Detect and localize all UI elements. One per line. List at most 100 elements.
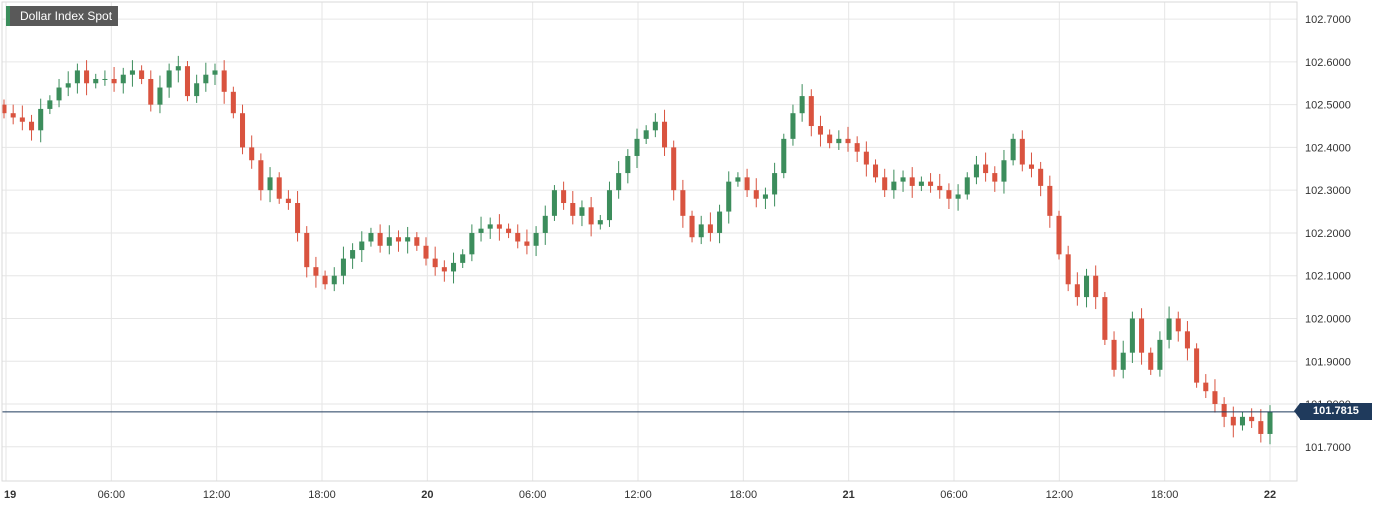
candle-body [735, 177, 741, 182]
candle [65, 71, 71, 97]
candle-body [258, 160, 264, 191]
candle [1028, 152, 1035, 178]
candle-body [377, 232, 383, 246]
candle [744, 168, 750, 198]
candle [212, 63, 218, 85]
candle [717, 204, 723, 244]
candle [973, 155, 979, 185]
candle-body [10, 113, 16, 118]
candle [1194, 343, 1200, 388]
candle [1166, 306, 1172, 349]
candle [285, 190, 291, 210]
candle-body [423, 245, 429, 259]
candle [634, 128, 640, 168]
y-tick-label: 102.3000 [1305, 185, 1351, 197]
candle [93, 73, 99, 89]
candle [194, 74, 200, 103]
candle-body [19, 117, 25, 122]
candle-body [717, 211, 723, 233]
candle-body [120, 74, 126, 84]
y-tick-label: 102.0000 [1305, 313, 1351, 325]
candle [340, 246, 346, 285]
x-tick-label: 18:00 [730, 489, 758, 501]
candle [414, 232, 420, 251]
candle [542, 205, 548, 245]
plot-border [1, 1, 1298, 482]
candle [203, 62, 209, 92]
candle-body [561, 190, 567, 204]
candle [652, 113, 658, 138]
candle-body [1019, 138, 1025, 165]
candle-body [634, 138, 640, 156]
candle-body [570, 203, 576, 216]
candle-body [992, 173, 998, 182]
x-tick-label: 12:00 [203, 489, 231, 501]
candle [386, 225, 392, 255]
candle [735, 172, 741, 187]
candle [1249, 408, 1255, 428]
candle-body [891, 181, 897, 191]
candle [157, 75, 163, 114]
candle-body [937, 185, 943, 191]
candle [1139, 308, 1145, 365]
candle [38, 98, 44, 143]
candle [1111, 331, 1117, 377]
candle [570, 191, 576, 225]
candle [56, 78, 62, 108]
candle [671, 140, 677, 201]
candle-body [506, 228, 512, 233]
candle-body [1239, 416, 1246, 426]
candle-body [863, 151, 869, 165]
candle [120, 67, 126, 94]
candle-body [928, 181, 934, 186]
candle [1001, 149, 1007, 194]
candle [781, 133, 787, 179]
candle [1102, 291, 1108, 345]
chart-title: Dollar Index Spot [6, 6, 118, 26]
candle-body [212, 70, 218, 75]
candle-body [129, 70, 135, 75]
candle [533, 226, 539, 257]
candle [184, 61, 191, 102]
candle [937, 173, 943, 199]
grid [2, 2, 1297, 481]
x-tick-label: 18:00 [308, 489, 336, 501]
candle-body [469, 232, 475, 255]
candle [1038, 161, 1044, 197]
candle-body [533, 232, 539, 246]
candle-body [799, 96, 805, 114]
candle [891, 169, 897, 199]
candle [1065, 245, 1071, 292]
candle-body [139, 70, 145, 79]
candle-body [964, 177, 970, 195]
candle-body [350, 250, 356, 259]
candle [561, 181, 567, 210]
candle-body [909, 177, 915, 186]
candle-body [1083, 275, 1090, 298]
candle [1175, 311, 1181, 342]
candle-body [405, 237, 411, 242]
candle [726, 171, 732, 224]
candle-body [496, 224, 502, 229]
candle [506, 223, 512, 239]
candle [643, 125, 649, 144]
candle-body [515, 232, 521, 242]
candle [817, 115, 824, 147]
candle-body [790, 113, 796, 139]
candle-body [184, 66, 191, 97]
candle [276, 172, 282, 204]
candle-body [28, 121, 35, 131]
candle-body [1129, 318, 1135, 353]
candle-body [1038, 168, 1044, 186]
candle-body [1047, 185, 1053, 216]
candle-body [1194, 348, 1200, 383]
candle [478, 216, 484, 242]
candle-body [1267, 411, 1273, 434]
candle-body [331, 275, 337, 285]
candle-body [1166, 318, 1172, 340]
candle [1239, 411, 1246, 431]
candle-body [47, 100, 53, 109]
candle [258, 153, 264, 201]
candle-body [1148, 352, 1154, 370]
